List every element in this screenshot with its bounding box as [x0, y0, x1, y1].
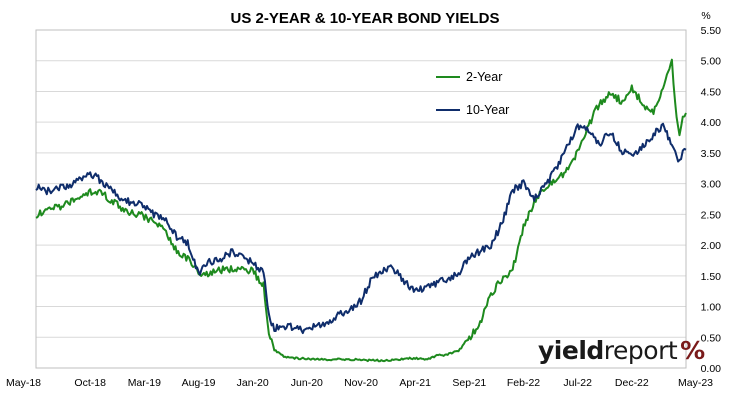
y-tick-label: 3.00	[701, 179, 722, 191]
x-tick-label: Dec-22	[615, 377, 649, 389]
x-tick-label: May-23	[678, 377, 713, 389]
logo-text-report: report	[603, 336, 678, 365]
x-tick-label: Aug-19	[182, 377, 216, 389]
unit-label: %	[701, 10, 710, 22]
logo-text-yield: yield	[538, 336, 604, 365]
x-axis: May-18 Oct-18 Mar-19 Aug-19 Jan-20 Jun-20 Nov-…	[6, 377, 713, 389]
y-tick-label: 0.00	[701, 363, 722, 375]
series-lines	[35, 58, 687, 363]
series-line-2-year	[35, 58, 687, 363]
x-tick-label: Jul-22	[563, 377, 592, 389]
x-tick-label: Oct-18	[74, 377, 106, 389]
y-tick-label: 1.50	[701, 271, 722, 283]
y-tick-label: 0.50	[701, 332, 722, 344]
x-tick-label: Jun-20	[291, 377, 323, 389]
y-tick-label: 4.50	[701, 86, 722, 98]
y-tick-label: 5.50	[701, 25, 722, 37]
legend-label-10-year: 10-Year	[466, 103, 509, 117]
legend: 2-Year 10-Year	[436, 70, 509, 117]
x-tick-label: Jan-20	[237, 377, 269, 389]
x-tick-label: Mar-19	[128, 377, 161, 389]
y-tick-label: 2.50	[701, 209, 722, 221]
gridlines	[36, 60, 686, 338]
x-tick-label: Sep-21	[452, 377, 486, 389]
chart-title: US 2-YEAR & 10-YEAR BOND YIELDS	[231, 10, 500, 27]
y-tick-label: 1.00	[701, 302, 722, 314]
y-tick-label: 3.50	[701, 148, 722, 160]
legend-label-2-year: 2-Year	[466, 70, 502, 84]
y-tick-label: 5.00	[701, 56, 722, 68]
y-axis: 0.00 0.50 1.00 1.50 2.00 2.50 3.00 3.50 4.00 4.50…	[701, 25, 722, 375]
plot-area-border	[35, 29, 687, 369]
x-tick-label: Nov-20	[344, 377, 378, 389]
x-tick-label: Apr-21	[399, 377, 431, 389]
yieldreport-logo: yieldreport%	[538, 336, 705, 366]
series-line-10-year	[35, 122, 687, 335]
x-tick-label: May-18	[6, 377, 41, 389]
y-tick-label: 4.00	[701, 117, 722, 129]
x-tick-label: Feb-22	[507, 377, 540, 389]
logo-percent-icon: %	[680, 336, 705, 365]
y-tick-label: 2.00	[701, 240, 722, 252]
